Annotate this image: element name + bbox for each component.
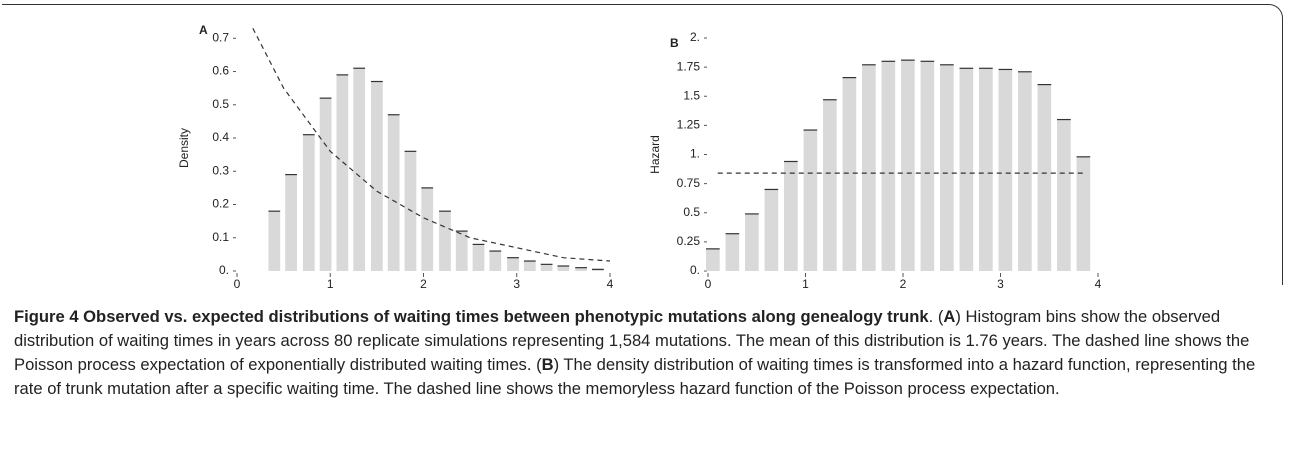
figure: A0.0.10.20.30.40.50.60.701234Waiting tim…	[177, 23, 1102, 300]
figure-frame	[2, 4, 1283, 285]
caption-panel: B	[541, 355, 554, 374]
y-tick-label: 1.25	[677, 118, 701, 132]
bar	[998, 69, 1013, 271]
y-tick-label: 2.	[690, 30, 700, 44]
bar	[302, 134, 315, 271]
bar	[823, 99, 837, 272]
bar	[439, 211, 451, 271]
bar	[285, 174, 297, 271]
bar	[472, 244, 485, 271]
bar	[706, 248, 720, 271]
y-tick-label: 0.2	[212, 197, 229, 211]
x-tick-label: 1	[327, 277, 334, 291]
x-tick-label: 3	[997, 277, 1004, 291]
y-tick-label: 1.5	[683, 88, 700, 102]
caption-text: ) The density distribution of waiting ti…	[14, 355, 1256, 398]
bar	[1057, 119, 1071, 271]
bar	[959, 68, 974, 271]
y-tick-label: 0.25	[677, 234, 701, 248]
y-tick-label: 0.7	[212, 30, 229, 44]
y-tick-label: 0.1	[212, 230, 229, 244]
bar	[920, 61, 935, 271]
y-tick-label: 1.	[690, 147, 700, 161]
bar	[507, 257, 519, 271]
bar	[842, 77, 857, 271]
caption-title: Figure 4 Observed vs. expected distribut…	[14, 307, 929, 326]
caption: Figure 4 Observed vs. expected distribut…	[14, 305, 1280, 401]
bar	[455, 231, 468, 271]
bar	[901, 60, 915, 272]
bar	[979, 68, 993, 271]
bar	[268, 211, 281, 271]
bar	[336, 74, 349, 271]
bar	[575, 267, 587, 271]
y-tick-label: 0.5	[212, 97, 229, 111]
bar	[421, 187, 434, 271]
caption-text: ) Histogram bins show the observed distr…	[14, 307, 1250, 374]
bar	[319, 98, 332, 271]
y-tick-label: 0.3	[212, 163, 229, 177]
x-tick-label: 2	[420, 277, 427, 291]
x-axis-label: Waiting time	[391, 299, 457, 300]
y-tick-label: 0.75	[677, 176, 701, 190]
bar	[803, 130, 818, 271]
bar	[1076, 156, 1091, 271]
panel-label: B	[670, 36, 679, 50]
bar	[1037, 84, 1052, 271]
bar	[1018, 71, 1032, 271]
y-tick-label: 0.5	[683, 205, 700, 219]
bar	[404, 151, 417, 271]
bar	[784, 161, 798, 271]
bar	[592, 269, 604, 271]
bar	[725, 233, 740, 271]
x-tick-label: 1	[802, 277, 809, 291]
bar	[940, 64, 954, 271]
bar	[745, 213, 759, 271]
y-tick-label: 1.75	[677, 59, 701, 73]
caption-text: . (	[928, 307, 944, 326]
bar	[523, 261, 536, 271]
x-tick-label: 0	[705, 277, 712, 291]
bar	[881, 61, 896, 271]
x-tick-label: 4	[1095, 277, 1102, 291]
bar	[540, 264, 553, 271]
y-axis-label: Hazard	[648, 135, 662, 174]
y-tick-label: 0.6	[212, 64, 229, 78]
x-tick-label: 3	[513, 277, 520, 291]
y-tick-label: 0.	[690, 263, 700, 277]
y-tick-label: 0.4	[212, 130, 229, 144]
y-tick-label: 0.	[219, 263, 229, 277]
x-tick-label: 4	[607, 277, 614, 291]
x-tick-label: 2	[900, 277, 907, 291]
x-axis-label: Waiting time	[870, 299, 936, 300]
bar	[764, 189, 779, 271]
y-axis-label: Density	[177, 128, 191, 168]
bar	[353, 68, 366, 271]
expected-line	[252, 28, 611, 262]
bar	[862, 64, 876, 271]
panel-label: A	[199, 23, 208, 37]
caption-panel: A	[943, 307, 956, 326]
bar	[387, 114, 400, 271]
x-tick-label: 0	[234, 277, 241, 291]
bar	[557, 266, 570, 271]
bar	[371, 81, 383, 271]
bar	[489, 251, 502, 271]
